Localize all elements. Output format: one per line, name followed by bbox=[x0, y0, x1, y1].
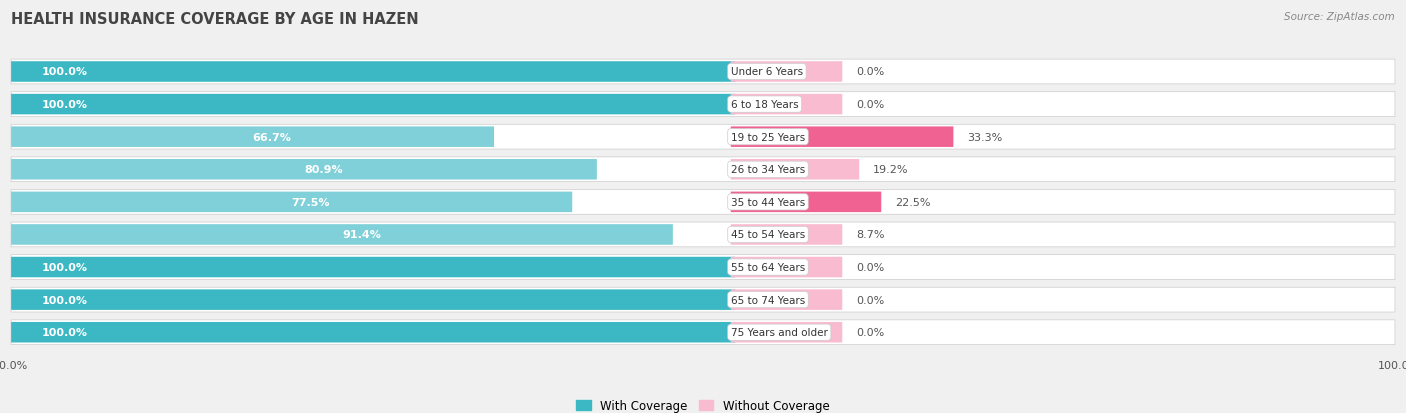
FancyBboxPatch shape bbox=[11, 62, 735, 83]
Text: 91.4%: 91.4% bbox=[342, 230, 381, 240]
Text: 0.0%: 0.0% bbox=[856, 295, 884, 305]
Text: Under 6 Years: Under 6 Years bbox=[731, 67, 803, 77]
Text: 80.9%: 80.9% bbox=[304, 165, 343, 175]
Text: 100.0%: 100.0% bbox=[42, 262, 87, 273]
Text: 33.3%: 33.3% bbox=[967, 132, 1002, 142]
Text: 100.0%: 100.0% bbox=[42, 328, 87, 337]
FancyBboxPatch shape bbox=[11, 320, 1395, 345]
Text: 55 to 64 Years: 55 to 64 Years bbox=[731, 262, 806, 273]
FancyBboxPatch shape bbox=[11, 225, 673, 245]
Text: 0.0%: 0.0% bbox=[856, 328, 884, 337]
FancyBboxPatch shape bbox=[11, 60, 1395, 85]
Text: 26 to 34 Years: 26 to 34 Years bbox=[731, 165, 806, 175]
Text: 66.7%: 66.7% bbox=[253, 132, 291, 142]
FancyBboxPatch shape bbox=[11, 257, 735, 278]
Text: 77.5%: 77.5% bbox=[291, 197, 330, 207]
FancyBboxPatch shape bbox=[731, 95, 842, 115]
Text: 100.0%: 100.0% bbox=[42, 67, 87, 77]
Text: 8.7%: 8.7% bbox=[856, 230, 884, 240]
FancyBboxPatch shape bbox=[731, 62, 842, 83]
Text: 100.0%: 100.0% bbox=[42, 295, 87, 305]
FancyBboxPatch shape bbox=[11, 95, 735, 115]
FancyBboxPatch shape bbox=[11, 192, 572, 213]
FancyBboxPatch shape bbox=[731, 322, 842, 343]
Text: 0.0%: 0.0% bbox=[856, 100, 884, 110]
FancyBboxPatch shape bbox=[11, 159, 596, 180]
Text: 65 to 74 Years: 65 to 74 Years bbox=[731, 295, 806, 305]
Text: 22.5%: 22.5% bbox=[896, 197, 931, 207]
FancyBboxPatch shape bbox=[11, 190, 1395, 215]
FancyBboxPatch shape bbox=[11, 290, 735, 310]
Text: 100.0%: 100.0% bbox=[42, 100, 87, 110]
FancyBboxPatch shape bbox=[731, 225, 842, 245]
FancyBboxPatch shape bbox=[11, 322, 735, 343]
Text: 0.0%: 0.0% bbox=[856, 262, 884, 273]
Text: 19.2%: 19.2% bbox=[873, 165, 908, 175]
FancyBboxPatch shape bbox=[11, 127, 494, 147]
FancyBboxPatch shape bbox=[731, 290, 842, 310]
FancyBboxPatch shape bbox=[11, 223, 1395, 247]
Text: Source: ZipAtlas.com: Source: ZipAtlas.com bbox=[1284, 12, 1395, 22]
FancyBboxPatch shape bbox=[11, 255, 1395, 280]
Legend: With Coverage, Without Coverage: With Coverage, Without Coverage bbox=[572, 394, 834, 413]
FancyBboxPatch shape bbox=[11, 287, 1395, 312]
Text: 35 to 44 Years: 35 to 44 Years bbox=[731, 197, 806, 207]
FancyBboxPatch shape bbox=[731, 159, 859, 180]
Text: 19 to 25 Years: 19 to 25 Years bbox=[731, 132, 806, 142]
Text: 45 to 54 Years: 45 to 54 Years bbox=[731, 230, 806, 240]
FancyBboxPatch shape bbox=[11, 125, 1395, 150]
Text: 0.0%: 0.0% bbox=[856, 67, 884, 77]
Text: HEALTH INSURANCE COVERAGE BY AGE IN HAZEN: HEALTH INSURANCE COVERAGE BY AGE IN HAZE… bbox=[11, 12, 419, 27]
Text: 75 Years and older: 75 Years and older bbox=[731, 328, 828, 337]
FancyBboxPatch shape bbox=[11, 93, 1395, 117]
Text: 6 to 18 Years: 6 to 18 Years bbox=[731, 100, 799, 110]
FancyBboxPatch shape bbox=[731, 127, 953, 147]
FancyBboxPatch shape bbox=[731, 257, 842, 278]
FancyBboxPatch shape bbox=[11, 157, 1395, 182]
FancyBboxPatch shape bbox=[731, 192, 882, 213]
